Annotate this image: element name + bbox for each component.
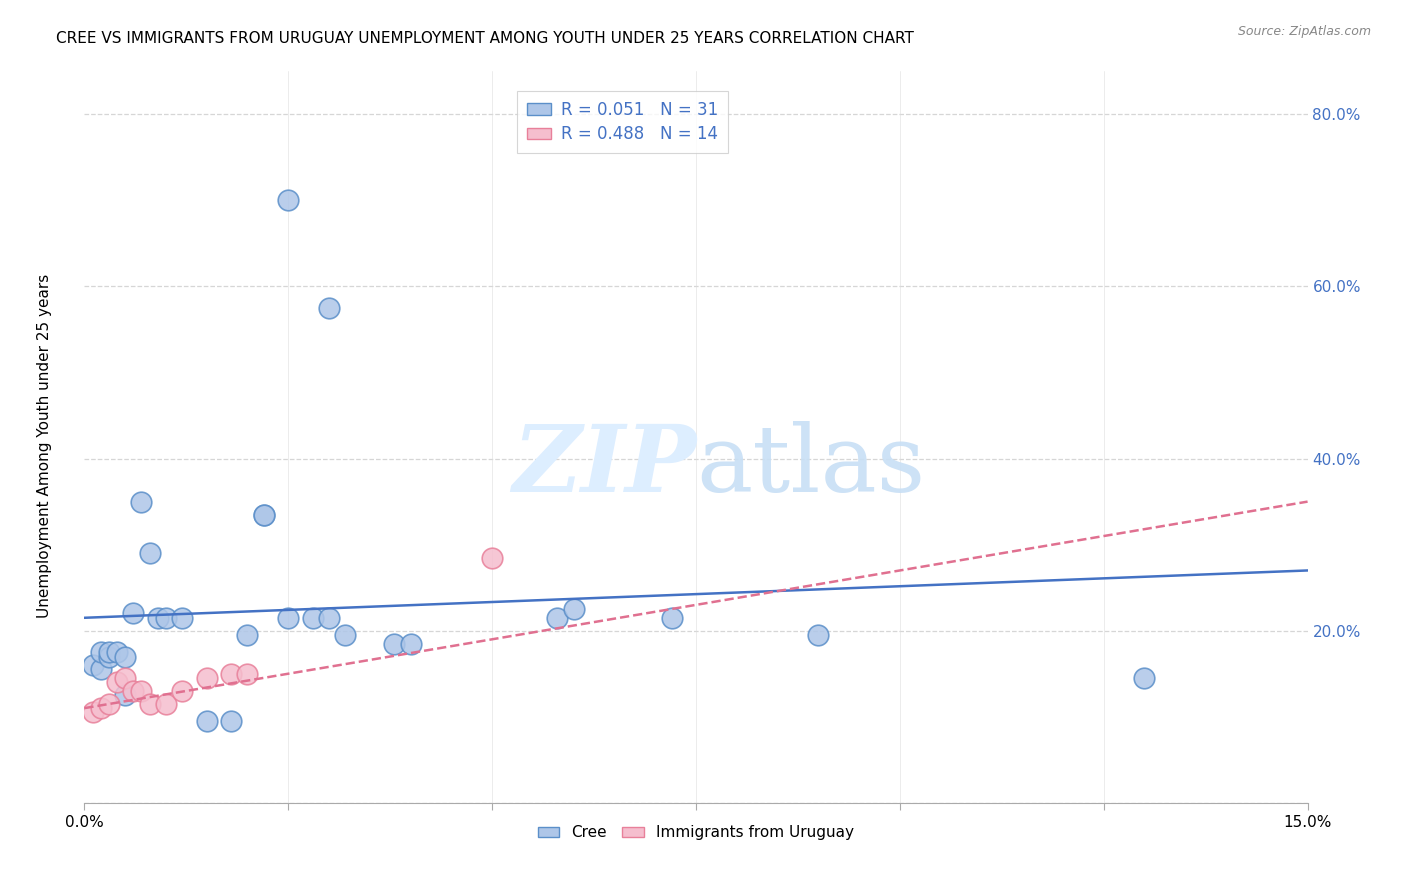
Point — [1133, 671, 1156, 685]
Point — [253, 508, 276, 522]
Point — [195, 671, 218, 685]
Point — [399, 637, 422, 651]
Text: CREE VS IMMIGRANTS FROM URUGUAY UNEMPLOYMENT AMONG YOUTH UNDER 25 YEARS CORRELAT: CREE VS IMMIGRANTS FROM URUGUAY UNEMPLOY… — [56, 31, 914, 46]
Point — [114, 671, 136, 685]
Point — [122, 684, 145, 698]
Point — [219, 666, 242, 681]
Point — [114, 688, 136, 702]
Point — [90, 645, 112, 659]
Point — [131, 494, 153, 508]
Point — [138, 546, 160, 560]
Point — [172, 684, 194, 698]
Point — [546, 611, 568, 625]
Point — [382, 637, 405, 651]
Point — [236, 666, 259, 681]
Point — [236, 628, 259, 642]
Text: atlas: atlas — [696, 421, 925, 511]
Point — [335, 628, 357, 642]
Point — [155, 697, 177, 711]
Point — [807, 628, 830, 642]
Point — [277, 194, 299, 208]
Point — [131, 684, 153, 698]
Point — [318, 611, 340, 625]
Point — [318, 301, 340, 315]
Point — [253, 508, 276, 522]
Text: Source: ZipAtlas.com: Source: ZipAtlas.com — [1237, 25, 1371, 38]
Point — [90, 701, 112, 715]
Text: Unemployment Among Youth under 25 years: Unemployment Among Youth under 25 years — [38, 274, 52, 618]
Text: ZIP: ZIP — [512, 421, 696, 511]
Point — [155, 611, 177, 625]
Point — [114, 649, 136, 664]
Point — [481, 550, 503, 565]
Point — [82, 706, 104, 720]
Point — [146, 611, 169, 625]
Point — [105, 675, 128, 690]
Point — [97, 697, 120, 711]
Point — [661, 611, 683, 625]
Point — [562, 602, 585, 616]
Point — [138, 697, 160, 711]
Point — [97, 645, 120, 659]
Legend: Cree, Immigrants from Uruguay: Cree, Immigrants from Uruguay — [531, 819, 860, 847]
Point — [105, 645, 128, 659]
Point — [301, 611, 323, 625]
Point — [219, 714, 242, 728]
Point — [82, 658, 104, 673]
Point — [90, 662, 112, 676]
Point — [172, 611, 194, 625]
Point — [195, 714, 218, 728]
Point — [277, 611, 299, 625]
Point — [97, 649, 120, 664]
Point — [122, 607, 145, 621]
